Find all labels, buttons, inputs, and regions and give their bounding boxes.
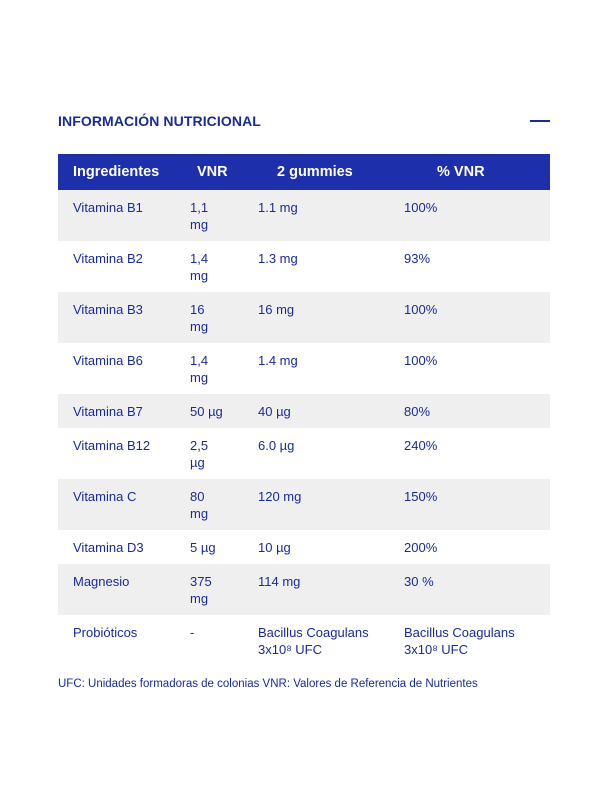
cell-vnr: 80 mg	[182, 479, 250, 530]
cell-vnr: 1,1 mg	[182, 190, 250, 241]
table-row: Vitamina B12 2,5 µg 6.0 µg 240%	[58, 428, 550, 479]
table-header-row: Ingredientes VNR 2 gummies % VNR	[58, 154, 550, 190]
cell-ingrediente: Probióticos	[58, 615, 182, 666]
cell-dosis: 16 mg	[250, 292, 402, 343]
cell-vnr: 1,4 mg	[182, 343, 250, 394]
cell-pct: 100%	[402, 190, 550, 241]
cell-vnr: -	[182, 615, 250, 666]
cell-dosis: 10 µg	[250, 530, 402, 564]
table-row: Magnesio 375 mg 114 mg 30 %	[58, 564, 550, 615]
footnote: UFC: Unidades formadoras de colonias VNR…	[58, 678, 478, 690]
cell-ingrediente: Vitamina B12	[58, 428, 182, 479]
cell-dosis: 6.0 µg	[250, 428, 402, 479]
cell-vnr: 50 µg	[182, 394, 250, 428]
cell-ingrediente: Vitamina D3	[58, 530, 182, 564]
cell-dosis: 40 µg	[250, 394, 402, 428]
cell-vnr: 1,4 mg	[182, 241, 250, 292]
collapse-button[interactable]	[530, 114, 550, 128]
cell-pct: 200%	[402, 530, 550, 564]
cell-pct: 100%	[402, 292, 550, 343]
cell-dosis: Bacillus Coagulans 3x10⁸ UFC	[250, 615, 402, 666]
nutrition-section: INFORMACIÓN NUTRICIONAL Ingredientes VNR…	[58, 108, 552, 690]
cell-ingrediente: Vitamina B7	[58, 394, 182, 428]
table-row: Vitamina B3 16 mg 16 mg 100%	[58, 292, 550, 343]
cell-dosis: 114 mg	[250, 564, 402, 615]
column-header-dosis: 2 gummies	[250, 154, 402, 190]
section-title: INFORMACIÓN NUTRICIONAL	[58, 113, 261, 129]
table-row: Vitamina B1 1,1 mg 1.1 mg 100%	[58, 190, 550, 241]
table-row: Vitamina D3 5 µg 10 µg 200%	[58, 530, 550, 564]
cell-dosis: 1.4 mg	[250, 343, 402, 394]
cell-dosis: 1.3 mg	[250, 241, 402, 292]
cell-ingrediente: Magnesio	[58, 564, 182, 615]
cell-pct: 100%	[402, 343, 550, 394]
column-header-ingredientes: Ingredientes	[58, 154, 182, 190]
cell-pct: 150%	[402, 479, 550, 530]
cell-pct: 93%	[402, 241, 550, 292]
cell-ingrediente: Vitamina B1	[58, 190, 182, 241]
table-row: Vitamina C 80 mg 120 mg 150%	[58, 479, 550, 530]
cell-ingrediente: Vitamina B6	[58, 343, 182, 394]
cell-ingrediente: Vitamina B2	[58, 241, 182, 292]
cell-dosis: 120 mg	[250, 479, 402, 530]
cell-vnr: 375 mg	[182, 564, 250, 615]
section-header[interactable]: INFORMACIÓN NUTRICIONAL	[58, 108, 552, 134]
table-row: Vitamina B2 1,4 mg 1.3 mg 93%	[58, 241, 550, 292]
cell-vnr: 16 mg	[182, 292, 250, 343]
cell-dosis: 1.1 mg	[250, 190, 402, 241]
cell-pct: 30 %	[402, 564, 550, 615]
table-row: Vitamina B7 50 µg 40 µg 80%	[58, 394, 550, 428]
table-row: Vitamina B6 1,4 mg 1.4 mg 100%	[58, 343, 550, 394]
cell-ingrediente: Vitamina C	[58, 479, 182, 530]
minus-icon	[530, 120, 550, 122]
column-header-pct-vnr: % VNR	[402, 154, 550, 190]
table-row: Probióticos - Bacillus Coagulans 3x10⁸ U…	[58, 615, 550, 666]
cell-vnr: 5 µg	[182, 530, 250, 564]
cell-pct: Bacillus Coagulans 3x10⁸ UFC	[402, 615, 550, 666]
cell-pct: 80%	[402, 394, 550, 428]
cell-ingrediente: Vitamina B3	[58, 292, 182, 343]
nutrition-table: Ingredientes VNR 2 gummies % VNR Vitamin…	[58, 154, 550, 666]
cell-pct: 240%	[402, 428, 550, 479]
cell-vnr: 2,5 µg	[182, 428, 250, 479]
column-header-vnr: VNR	[182, 154, 250, 190]
